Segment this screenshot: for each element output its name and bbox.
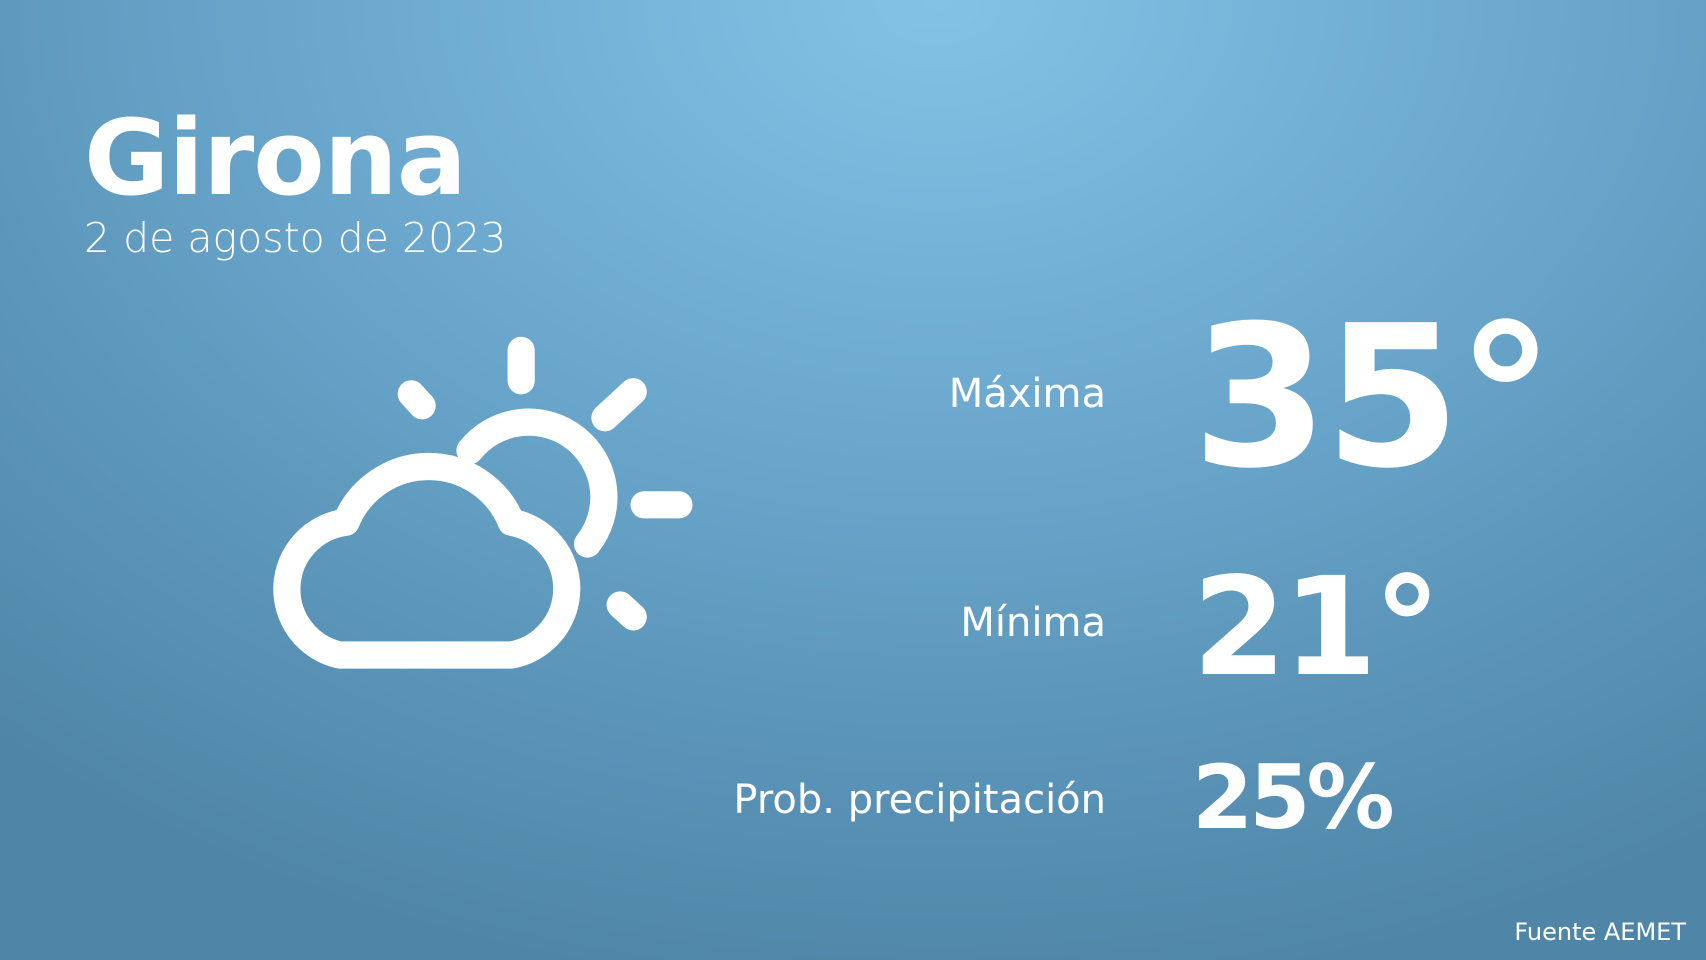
min-value: 21° bbox=[1192, 549, 1441, 707]
precip-label: Prob. precipitación bbox=[733, 777, 1106, 823]
sun-ray bbox=[591, 378, 647, 432]
cloud-outline bbox=[273, 453, 581, 669]
city-title: Girona bbox=[84, 97, 467, 219]
min-label: Mínima bbox=[960, 600, 1106, 646]
sun-ray bbox=[606, 591, 647, 631]
precip-value: 25% bbox=[1192, 746, 1395, 849]
sun-arc bbox=[456, 408, 618, 558]
forecast-date: 2 de agosto de 2023 bbox=[84, 214, 507, 262]
max-value: 35° bbox=[1192, 284, 1555, 512]
source-credit: Fuente AEMET bbox=[1514, 918, 1686, 946]
sun-ray bbox=[397, 380, 436, 420]
max-label: Máxima bbox=[948, 371, 1106, 417]
